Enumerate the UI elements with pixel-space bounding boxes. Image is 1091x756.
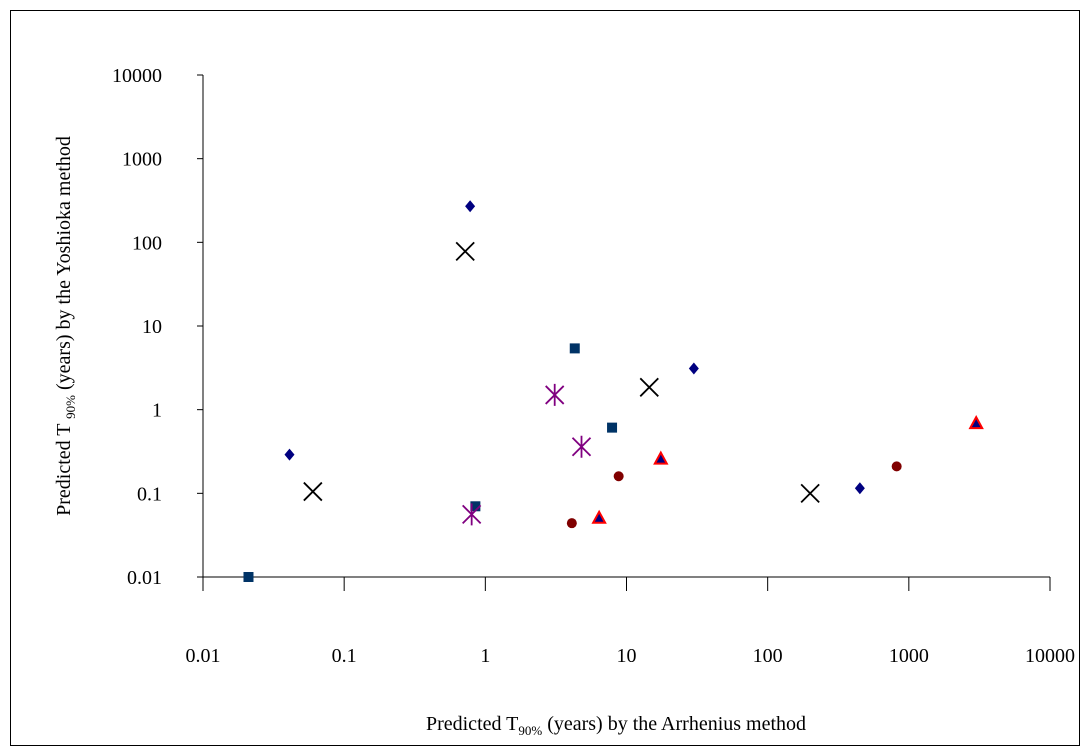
x-tick-label: 10 <box>617 645 637 667</box>
y-tick-label: 1000 <box>122 149 162 171</box>
y-tick-label: 100 <box>132 232 162 254</box>
x-tick-label: 1 <box>480 645 490 667</box>
y-tick-label: 10 <box>142 316 162 338</box>
x-tick-label: 0.01 <box>186 645 221 667</box>
tick-labels: 0.01 0.1 1 10 100 1000 10000 0.01 0.1 1 10 100 1000 1… <box>112 65 1075 667</box>
y-tick-label: 1 <box>152 400 162 422</box>
data-point-triangle <box>591 509 607 524</box>
data-point-circle <box>891 461 902 472</box>
y-tick-label: 0.01 <box>127 567 162 589</box>
data-point-square <box>470 501 481 512</box>
y-tick-label: 0.1 <box>137 483 162 505</box>
data-point-square <box>607 422 618 433</box>
ticks <box>197 74 1051 591</box>
chart-frame <box>10 10 1080 746</box>
x-tick-label: 100 <box>753 645 783 667</box>
data-point-circle <box>566 518 577 529</box>
axes <box>202 75 1050 578</box>
data-point-diamond <box>465 200 476 213</box>
data-point-circle <box>613 471 624 482</box>
data-point-triangle <box>968 415 984 430</box>
x-tick-label: 1000 <box>889 645 929 667</box>
x-axis-title: Predicted T90% (years) by the Arrhenius … <box>426 713 806 738</box>
x-tick-label: 10000 <box>1025 645 1075 667</box>
y-axis-title: Predicted T 90% (years) by the Yoshioka … <box>53 136 78 516</box>
y-tick-label: 10000 <box>112 65 162 87</box>
data-point-diamond <box>688 362 699 375</box>
x-tick-label: 0.1 <box>332 645 357 667</box>
data-point-diamond <box>284 448 295 461</box>
data-point-x <box>455 241 475 261</box>
data-point-square <box>243 572 254 582</box>
data-point-diamond <box>854 482 865 495</box>
data-point-x <box>639 377 659 397</box>
data-point-x <box>800 483 820 503</box>
data-points <box>243 200 984 582</box>
data-point-star <box>571 435 592 458</box>
data-point-star <box>545 383 565 406</box>
data-point-star <box>462 503 482 526</box>
data-point-square <box>569 343 580 354</box>
data-point-triangle <box>653 450 669 465</box>
data-point-x <box>303 481 323 502</box>
